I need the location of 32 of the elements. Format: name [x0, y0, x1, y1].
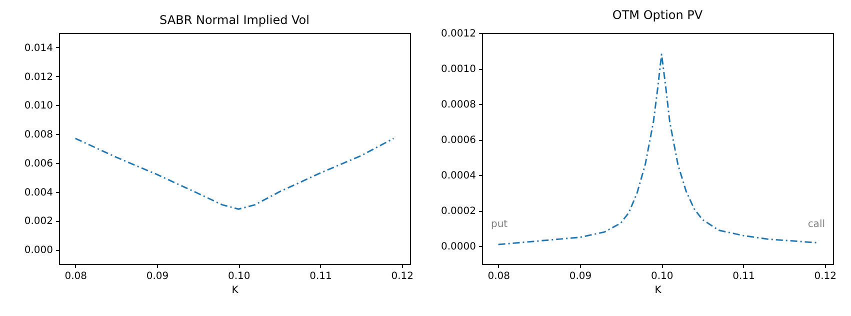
y-tick-label: 0.0006 [441, 135, 476, 146]
chart-title: SABR Normal Implied Vol [160, 13, 310, 27]
y-tick-label: 0.0000 [441, 242, 476, 253]
y-tick-label: 0.010 [24, 100, 53, 112]
line-series [74, 138, 394, 210]
y-tick-label: 0.008 [24, 130, 53, 141]
x-tick-label: 0.10 [228, 271, 250, 282]
x-tick-label: 0.08 [488, 271, 510, 282]
x-axis-title: K [232, 285, 239, 296]
x-tick-label: 0.12 [391, 271, 414, 282]
y-tick-label: 0.0002 [441, 206, 476, 218]
annotation: call [808, 219, 825, 230]
y-tick-label: 0.004 [24, 187, 53, 198]
y-tick-label: 0.002 [24, 216, 53, 228]
x-tick-label: 0.09 [146, 271, 169, 282]
annotation: put [491, 219, 508, 230]
x-axis-title: K [654, 285, 662, 296]
y-tick-label: 0.000 [24, 245, 53, 256]
y-tick-label: 0.012 [24, 72, 53, 83]
y-tick-label: 0.0008 [441, 100, 476, 111]
chart-title: OTM Option PV [612, 8, 704, 22]
x-tick-label: 0.12 [814, 271, 836, 282]
y-tick-label: 0.006 [24, 158, 53, 170]
y-tick-label: 0.014 [24, 42, 53, 54]
x-tick-label: 0.11 [310, 271, 332, 282]
x-tick-label: 0.09 [569, 271, 592, 282]
y-tick-label: 0.0012 [441, 28, 476, 40]
x-tick-label: 0.11 [732, 271, 755, 282]
x-tick-label: 0.10 [650, 271, 674, 282]
x-tick-label: 0.08 [64, 271, 87, 282]
y-tick-label: 0.0010 [441, 64, 476, 76]
y-tick-label: 0.0004 [441, 170, 476, 182]
